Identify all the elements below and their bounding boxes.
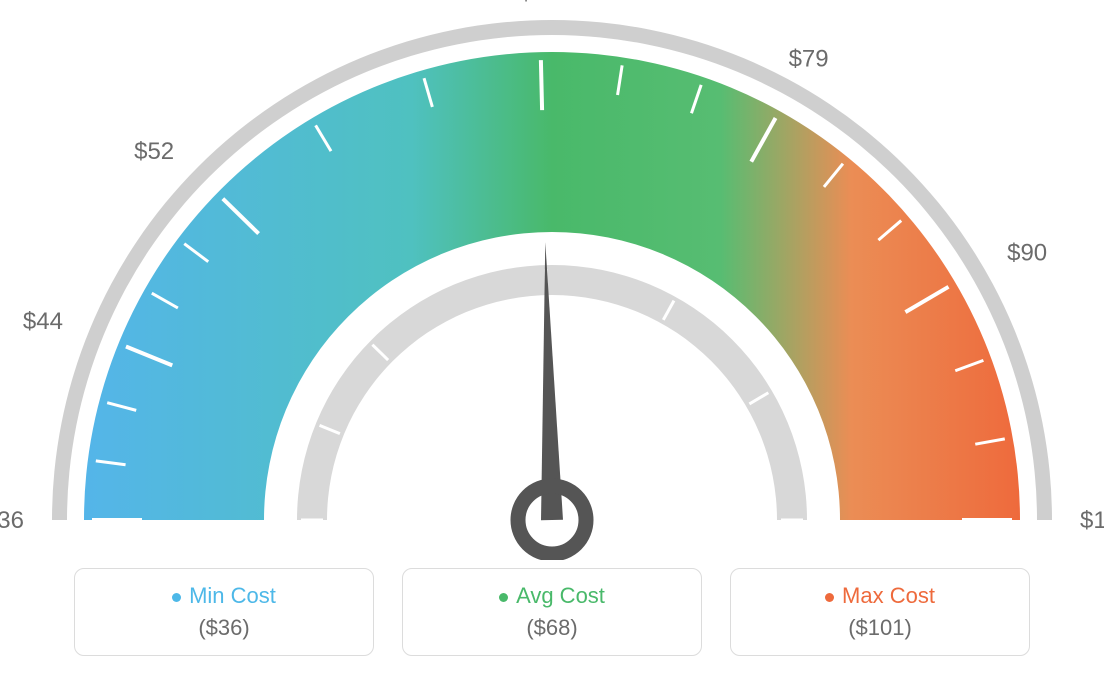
legend-label-max: Max Cost bbox=[842, 583, 935, 608]
legend-value-avg: ($68) bbox=[403, 615, 701, 641]
legend-label-min: Min Cost bbox=[189, 583, 276, 608]
legend-label-avg: Avg Cost bbox=[516, 583, 605, 608]
legend-dot-min bbox=[172, 593, 181, 602]
gauge-svg: $36 $44 $52 $68 $79 $90 $101 bbox=[0, 0, 1104, 560]
legend-card-avg: Avg Cost ($68) bbox=[402, 568, 702, 656]
gauge-tick-label: $101 bbox=[1080, 507, 1104, 534]
legend-card-max: Max Cost ($101) bbox=[730, 568, 1030, 656]
legend-dot-max bbox=[825, 593, 834, 602]
legend-title-min: Min Cost bbox=[75, 583, 373, 609]
legend-value-min: ($36) bbox=[75, 615, 373, 641]
gauge-tick-label: $79 bbox=[789, 46, 829, 73]
gauge-tick-label: $68 bbox=[519, 0, 559, 6]
gauge-tick-label: $52 bbox=[134, 138, 174, 165]
gauge-chart: $36 $44 $52 $68 $79 $90 $101 bbox=[0, 0, 1104, 560]
legend-title-max: Max Cost bbox=[731, 583, 1029, 609]
legend-title-avg: Avg Cost bbox=[403, 583, 701, 609]
gauge-tick-label: $44 bbox=[23, 308, 63, 335]
gauge-tick-label: $90 bbox=[1007, 239, 1047, 266]
gauge-tick-label: $36 bbox=[0, 507, 24, 534]
gauge-tick bbox=[541, 60, 542, 110]
legend-value-max: ($101) bbox=[731, 615, 1029, 641]
legend-dot-avg bbox=[499, 593, 508, 602]
legend-card-min: Min Cost ($36) bbox=[74, 568, 374, 656]
legend-row: Min Cost ($36) Avg Cost ($68) Max Cost (… bbox=[0, 568, 1104, 656]
